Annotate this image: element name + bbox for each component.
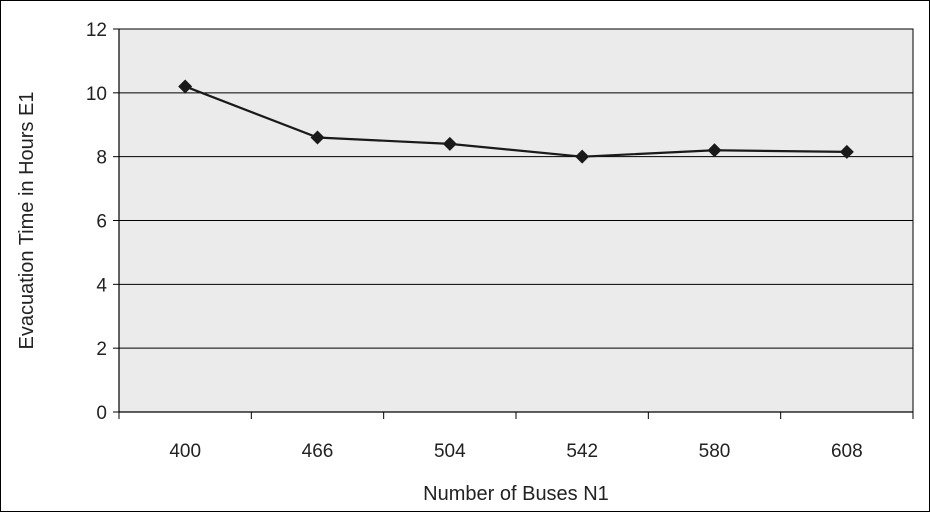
data-point-marker (575, 149, 590, 164)
y-tick-label: 0 (96, 403, 107, 424)
gridlines (119, 28, 913, 349)
x-axis-ticks: 400 466 504 542 580 608 (118, 412, 914, 462)
data-point-marker (442, 136, 457, 151)
x-tick-label: 466 (302, 441, 334, 462)
x-tick-label: 400 (169, 441, 201, 462)
y-tick-label: 8 (96, 148, 107, 169)
data-point-marker (839, 144, 854, 159)
y-axis-title: Evacuation Time in Hours E1 (16, 92, 38, 350)
x-tick-label: 580 (699, 441, 731, 462)
y-tick-label: 12 (86, 20, 107, 41)
y-tick-label: 10 (86, 84, 107, 105)
data-point-marker (310, 130, 325, 145)
data-point-marker (178, 79, 193, 94)
y-tick-label: 6 (96, 212, 107, 233)
series-group (178, 79, 854, 164)
x-tick-label: 608 (831, 441, 863, 462)
y-tick-label: 4 (96, 275, 107, 296)
y-tick-label: 2 (96, 339, 107, 360)
series-line (184, 85, 847, 158)
x-axis-title: Number of Buses N1 (423, 483, 609, 505)
x-tick-label: 504 (434, 441, 466, 462)
data-point-marker (707, 143, 722, 158)
x-tick-label: 542 (566, 441, 598, 462)
